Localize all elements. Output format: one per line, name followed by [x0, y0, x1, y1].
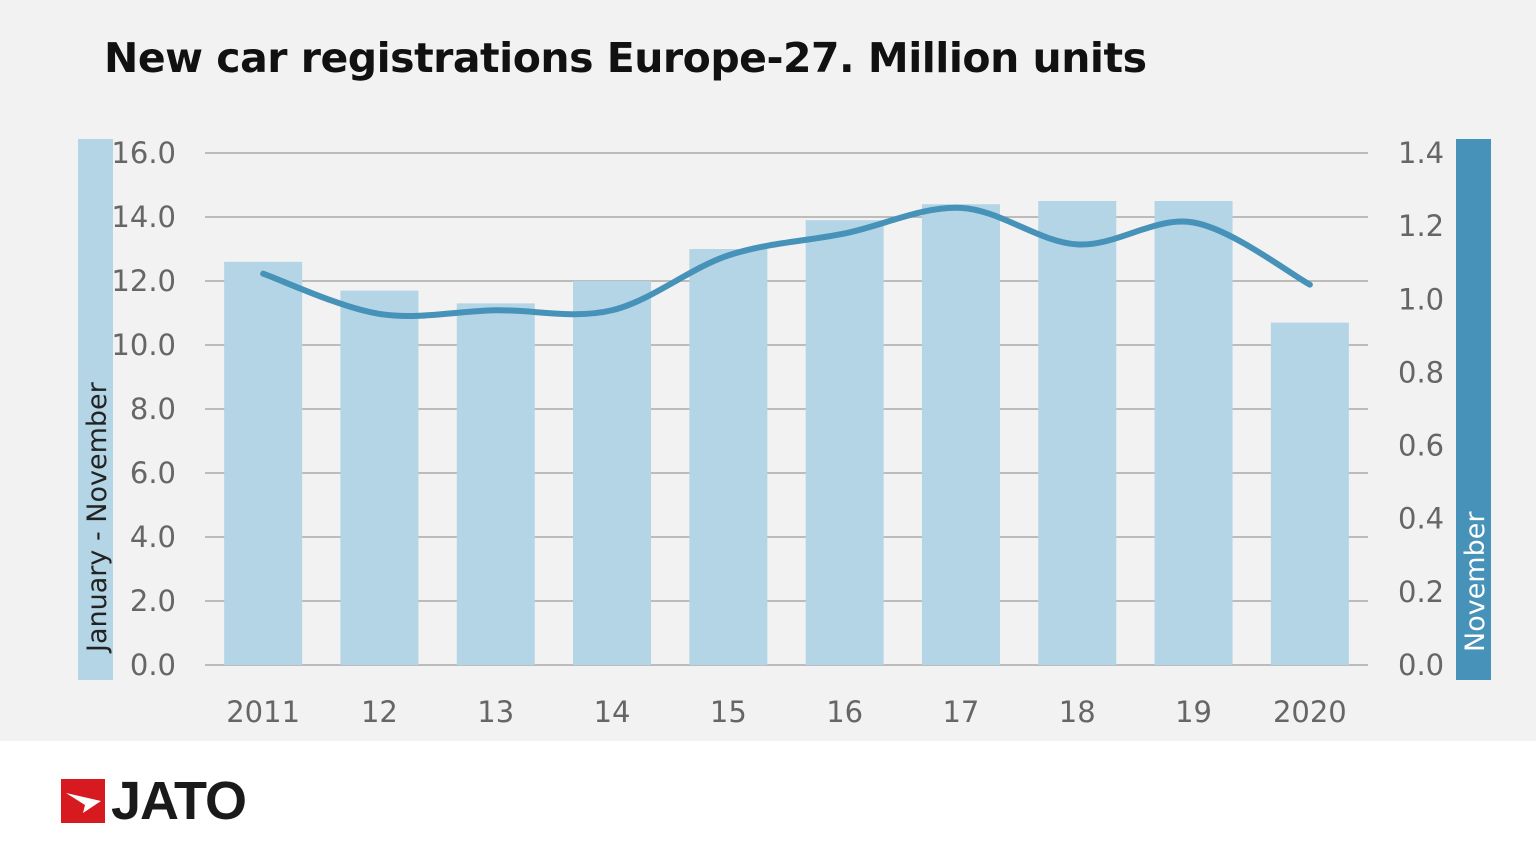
- left-axis-label: January - November: [82, 381, 113, 654]
- right-axis-label: November: [1460, 511, 1491, 652]
- x-tick-label: 14: [594, 695, 631, 729]
- left-tick-label: 8.0: [130, 392, 176, 426]
- bar-2020: [1270, 322, 1349, 665]
- bar-17: [921, 204, 1000, 665]
- left-tick-label: 4.0: [130, 520, 176, 554]
- right-tick-label: 0.8: [1398, 355, 1444, 389]
- jato-logo: JATO: [61, 770, 247, 832]
- left-axis-label-band: [78, 139, 113, 680]
- bar-2011: [224, 261, 303, 665]
- left-tick-label: 16.0: [111, 136, 176, 170]
- right-tick-label: 1.2: [1398, 209, 1444, 243]
- bar-12: [340, 290, 419, 665]
- x-tick-label: 13: [477, 695, 514, 729]
- x-tick-label: 19: [1175, 695, 1212, 729]
- right-tick-label: 0.4: [1398, 502, 1444, 536]
- november-line: [260, 204, 1313, 319]
- left-tick-label: 2.0: [130, 584, 176, 618]
- bar-13: [456, 303, 535, 665]
- x-tick-label: 16: [826, 695, 863, 729]
- x-tick-label: 2011: [226, 695, 300, 729]
- bar-16: [805, 220, 884, 665]
- right-tick-label: 0.6: [1398, 429, 1444, 463]
- left-tick-label: 14.0: [111, 200, 176, 234]
- right-tick-label: 0.2: [1398, 575, 1444, 609]
- logo-text: JATO: [111, 771, 247, 831]
- bar-19: [1154, 201, 1233, 665]
- bar-18: [1038, 201, 1117, 665]
- left-tick-label: 0.0: [130, 648, 176, 682]
- x-tick-label: 18: [1059, 695, 1096, 729]
- chart-title: New car registrations Europe-27. Million…: [104, 34, 1147, 82]
- bar-15: [689, 249, 768, 665]
- x-tick-label: 17: [942, 695, 979, 729]
- x-tick-label: 12: [361, 695, 398, 729]
- jato-arrow-icon: [61, 779, 105, 823]
- right-tick-label: 0.0: [1398, 648, 1444, 682]
- chart: January - November November 0.0 2.0 4.0 6.0 8.…: [78, 136, 1491, 729]
- right-tick-label: 1.0: [1398, 282, 1444, 316]
- left-tick-label: 12.0: [111, 264, 176, 298]
- x-tick-label: 15: [710, 695, 747, 729]
- x-tick-label: 2020: [1273, 695, 1347, 729]
- left-tick-label: 6.0: [130, 456, 176, 490]
- bar-14: [573, 281, 652, 665]
- right-tick-label: 1.4: [1398, 136, 1444, 170]
- left-tick-label: 10.0: [111, 328, 176, 362]
- right-axis-label-band: [1456, 139, 1491, 680]
